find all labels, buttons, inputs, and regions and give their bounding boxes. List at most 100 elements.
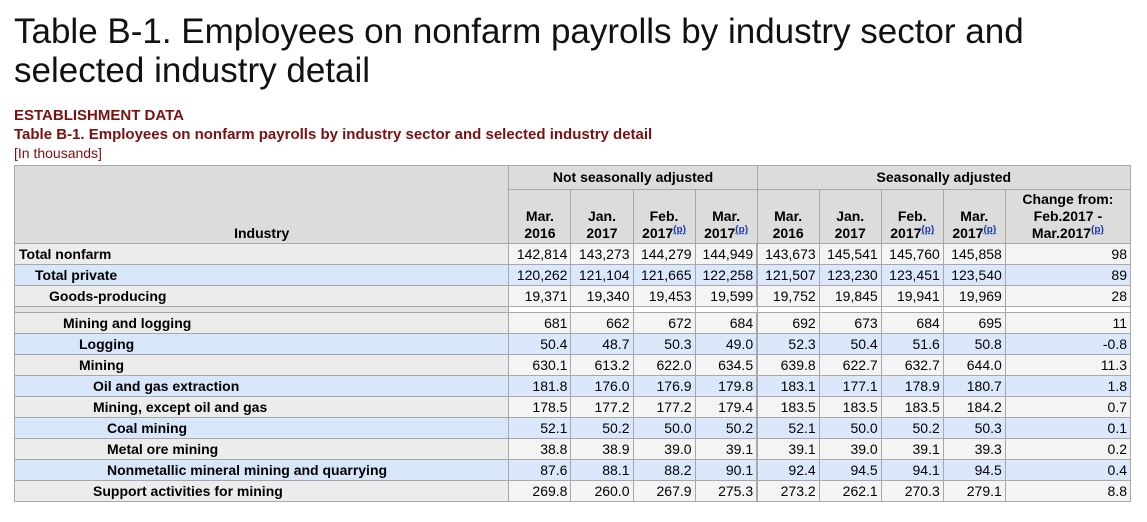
preliminary-link[interactable]: (p)	[673, 224, 686, 236]
value-cell: 143,273	[570, 243, 634, 265]
value-cell: 142,814	[508, 243, 572, 265]
value-cell: 121,665	[632, 264, 696, 286]
value-cell: 267.9	[632, 480, 696, 502]
value-cell: 181.8	[508, 375, 572, 397]
table-row: Logging 50.4 48.7 50.3 49.0 52.3 50.4 51.6 50.8-…	[13, 333, 1132, 355]
col-header-month: Feb.	[897, 208, 927, 224]
value-cell: 632.7	[880, 354, 944, 376]
value-cell: 87.6	[508, 459, 572, 481]
value-cell: 634.5	[694, 354, 758, 376]
industry-label: Total private	[13, 264, 510, 286]
sa-group-header: Seasonally adjusted	[756, 165, 1132, 190]
industry-label: Nonmetallic mineral mining and quarrying	[13, 459, 510, 481]
value-cell: 19,941	[880, 285, 944, 307]
value-cell: 50.3	[632, 333, 696, 355]
col-header-month: Mar.	[774, 208, 803, 224]
establishment-label: ESTABLISHMENT DATA	[14, 107, 184, 124]
page: Table B-1. Employees on nonfarm payrolls…	[13, 12, 1132, 502]
units-note: [In thousands]	[14, 145, 102, 161]
col-header: Jan. 2017	[570, 189, 634, 244]
nsa-group-header: Not seasonally adjusted	[508, 165, 758, 190]
table-row: Mining, except oil and gas 178.5 177.2 177.…	[13, 396, 1132, 418]
value-cell: 622.0	[632, 354, 696, 376]
industry-label: Logging	[13, 333, 510, 355]
value-cell: 123,451	[880, 264, 944, 286]
value-cell: 50.4	[508, 333, 572, 355]
change-cell: 11	[1004, 312, 1132, 334]
value-cell: 275.3	[694, 480, 758, 502]
value-cell: 684	[880, 312, 944, 334]
change-cell: 8.8	[1004, 480, 1132, 502]
value-cell: 143,673	[756, 243, 820, 265]
preliminary-link[interactable]: (p)	[983, 224, 997, 236]
value-cell: 260.0	[570, 480, 634, 502]
value-cell: 695	[942, 312, 1006, 334]
value-cell: 123,230	[818, 264, 882, 286]
industry-label: Total nonfarm	[13, 243, 510, 265]
value-cell: 52.1	[756, 417, 820, 439]
change-cell: 28	[1004, 285, 1132, 307]
col-header-year: 2016	[524, 225, 556, 241]
col-header: Feb. 2017(p)	[880, 189, 944, 244]
value-cell: 177.1	[818, 375, 882, 397]
value-cell: 262.1	[818, 480, 882, 502]
value-cell: 183.5	[756, 396, 820, 418]
col-header-month: Mar.	[960, 208, 989, 224]
col-header-year: 2016	[772, 225, 804, 241]
table-caption: Table B-1. Employees on nonfarm payrolls…	[14, 126, 653, 143]
col-header-year: 2017	[642, 225, 674, 241]
value-cell: 184.2	[942, 396, 1006, 418]
value-cell: 681	[508, 312, 572, 334]
col-header-month: Mar.	[525, 208, 554, 224]
value-cell: 38.9	[570, 438, 634, 460]
table-row: Total private 120,262 121,104 121,665 122,25…	[13, 264, 1132, 286]
change-header-line2: Feb.2017 -	[1033, 208, 1103, 224]
change-header: Change from: Feb.2017 - Mar.2017(p)	[1004, 189, 1132, 244]
value-cell: 269.8	[508, 480, 572, 502]
table-row: Mining 630.1 613.2 622.0 634.5 639.8 622.7 632.…	[13, 354, 1132, 376]
value-cell: 176.9	[632, 375, 696, 397]
col-header-year: 2017	[952, 225, 984, 241]
preliminary-link[interactable]: (p)	[921, 224, 935, 236]
change-header-line3: Mar.2017	[1031, 225, 1092, 241]
col-header: Feb. 2017(p)	[632, 189, 696, 244]
value-cell: 121,507	[756, 264, 820, 286]
col-header: Mar. 2017(p)	[694, 189, 758, 244]
value-cell: 19,371	[508, 285, 572, 307]
col-header: Mar. 2016	[508, 189, 572, 244]
value-cell: 145,760	[880, 243, 944, 265]
col-header-year: 2017	[834, 225, 866, 241]
value-cell: 177.2	[632, 396, 696, 418]
table-row: Oil and gas extraction 181.8 176.0 176.9 179…	[13, 375, 1132, 397]
col-header-month: Jan.	[587, 208, 616, 224]
value-cell: 50.2	[694, 417, 758, 439]
col-header: Mar. 2017(p)	[942, 189, 1006, 244]
value-cell: 622.7	[818, 354, 882, 376]
header-column-row: Mar. 2016 Jan. 2017 Feb. 2017(p) Mar. 2017(p…	[15, 189, 1132, 244]
value-cell: 19,752	[756, 285, 820, 307]
preliminary-link[interactable]: (p)	[735, 224, 749, 236]
col-header: Mar. 2016	[756, 189, 820, 244]
value-cell: 644.0	[942, 354, 1006, 376]
value-cell: 39.1	[880, 438, 944, 460]
change-cell: -0.8	[1004, 333, 1132, 355]
value-cell: 279.1	[942, 480, 1006, 502]
value-cell: 183.5	[880, 396, 944, 418]
change-cell: 0.7	[1004, 396, 1132, 418]
value-cell: 270.3	[880, 480, 944, 502]
value-cell: 50.4	[818, 333, 882, 355]
industry-label: Mining, except oil and gas	[13, 396, 510, 418]
value-cell: 183.5	[818, 396, 882, 418]
value-cell: 123,540	[942, 264, 1006, 286]
payrolls-table: Industry Not seasonally adjusted Seasona…	[13, 165, 1132, 502]
preliminary-link[interactable]: (p)	[1091, 224, 1104, 236]
value-cell: 50.3	[942, 417, 1006, 439]
value-cell: 145,541	[818, 243, 882, 265]
value-cell: 94.5	[942, 459, 1006, 481]
col-header-year: 2017	[586, 225, 618, 241]
industry-label: Mining	[13, 354, 510, 376]
value-cell: 673	[818, 312, 882, 334]
value-cell: 273.2	[756, 480, 820, 502]
col-header-year: 2017	[890, 225, 922, 241]
table-row: Metal ore mining 38.8 38.9 39.0 39.1 39.1 39.0…	[13, 438, 1132, 460]
